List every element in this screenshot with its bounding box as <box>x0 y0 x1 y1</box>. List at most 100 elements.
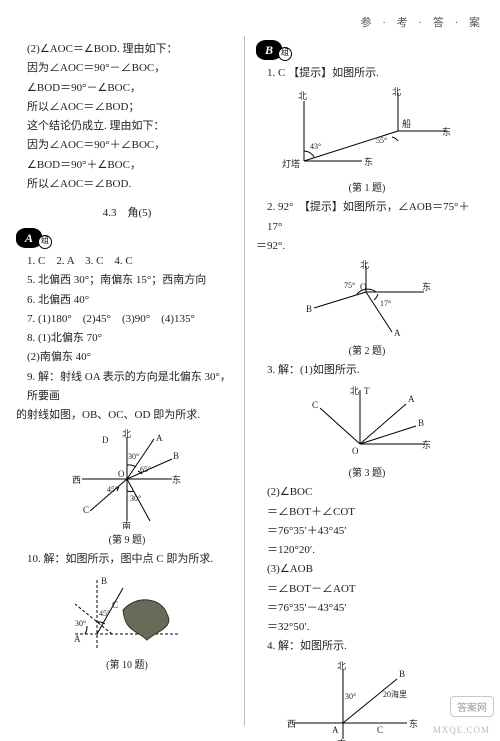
angle-45: 45° <box>107 485 118 494</box>
text-line: (3)∠AOB <box>256 560 478 579</box>
figure-10: A B C 45° 30° <box>67 574 187 654</box>
text-line: 的射线如图，OB、OC、OD 即为所求. <box>16 406 238 425</box>
label-w: 西 <box>287 719 296 729</box>
label-b: B <box>418 418 424 428</box>
label-b: B <box>306 304 312 314</box>
text-line: (2)∠BOC <box>256 483 478 502</box>
angle-30: 30° <box>75 619 86 628</box>
text-line: 1. C 2. A 3. C 4. C <box>16 252 238 271</box>
label-t: T <box>364 386 370 396</box>
label-n: 北 <box>360 260 369 270</box>
label-c: C <box>83 505 89 515</box>
text-line: ＝∠BOT＋∠COT <box>256 503 478 522</box>
text-line: 2. 92° 【提示】如图所示，∠AOB＝75°＋17° <box>256 198 478 237</box>
label-se: 东 <box>442 126 451 137</box>
text-line: (2)南偏东 40° <box>16 348 238 367</box>
label-lighthouse: 灯塔 <box>282 158 300 169</box>
label-o: O <box>352 446 359 456</box>
label-s: 南 <box>337 738 346 741</box>
figure-1: 北 东 北 东 灯塔 船 55° 43° <box>282 87 452 177</box>
text-line: 这个结论仍成立. 理由如下： <box>16 117 238 136</box>
text-line: ∠BOD＝90°－∠BOC， <box>16 79 238 98</box>
label-a: A <box>156 433 163 443</box>
label-b: B <box>101 576 107 586</box>
label-d: D <box>102 435 109 445</box>
text-line: 所以∠AOC＝∠BOD； <box>16 98 238 117</box>
angle-30: 30° <box>345 692 356 701</box>
label-e: 东 <box>409 718 418 729</box>
figure-9: 北 南 东 西 A B C D O 30° 65° 45° 30° <box>72 429 182 529</box>
text-line: 因为∠AOC＝90°－∠BOC， <box>16 59 238 78</box>
label-ship: 船 <box>402 118 411 129</box>
watermark: MXQE.COM <box>433 725 490 735</box>
label-sn: 北 <box>392 87 401 97</box>
angle-75: 75° <box>344 281 355 290</box>
text-line: 因为∠AOC＝90°＋∠BOC， <box>16 136 238 155</box>
text-line: 9. 解：射线 OA 表示的方向是北偏东 30°，所要画 <box>16 368 238 407</box>
right-column: B 1. C 【提示】如图所示. 北 东 北 东 灯塔 船 55° 43° (第… <box>256 40 478 741</box>
label-c: C <box>377 725 383 735</box>
angle-65: 65° <box>140 465 151 474</box>
angle-17: 17° <box>380 299 391 308</box>
label-e: 东 <box>422 439 431 450</box>
angle-43: 43° <box>310 142 321 151</box>
page-header: 参 · 考 · 答 · 案 <box>16 14 484 30</box>
label-n: 北 <box>122 429 131 439</box>
label-c: C <box>312 400 318 410</box>
label-o: O <box>360 282 367 292</box>
text-line: 7. (1)180° (2)45° (3)90° (4)135° <box>16 310 238 329</box>
section-title: 4.3 角(5) <box>16 204 238 220</box>
answer-stamp: 答案网 <box>450 696 494 717</box>
text-line: ＝92°. <box>256 237 478 256</box>
text-line: 5. 北偏西 30°；南偏东 15°；西南方向 <box>16 271 238 290</box>
figure-9-caption: (第 9 题) <box>16 531 238 546</box>
figure-1-caption: (第 1 题) <box>256 179 478 194</box>
figure-2-caption: (第 2 题) <box>256 342 478 357</box>
label-w: 西 <box>72 475 81 485</box>
label-n: 北 <box>350 386 359 396</box>
angle-30b: 30° <box>130 494 141 503</box>
label-e: 东 <box>172 474 181 485</box>
label-a: A <box>394 328 401 338</box>
figure-2: 北 东 O A B 75° 17° <box>302 260 432 340</box>
text-line: ＝76°35′－43°45′ <box>256 599 478 618</box>
text-line: 6. 北偏西 40° <box>16 291 238 310</box>
label-s: 南 <box>122 520 131 529</box>
label-e: 东 <box>422 281 431 292</box>
badge-a: A <box>16 228 42 248</box>
badge-b: B <box>256 40 282 60</box>
text-line: 4. 解：如图所示. <box>256 637 478 656</box>
figure-3: 北 T 东 O A B C <box>302 384 432 462</box>
text-line: ＝32°50′. <box>256 618 478 637</box>
text-line: 8. (1)北偏东 70° <box>16 329 238 348</box>
label-n: 北 <box>298 91 307 101</box>
label-n: 北 <box>337 661 346 671</box>
label-b: B <box>399 669 405 679</box>
text-line: (2)∠AOC＝∠BOD. 理由如下： <box>16 40 238 59</box>
text-line: 3. 解：(1)如图所示. <box>256 361 478 380</box>
label-e: 东 <box>364 156 373 167</box>
text-line: 所以∠AOC＝∠BOD. <box>16 175 238 194</box>
angle-55: 55° <box>376 136 387 145</box>
label-a: A <box>74 634 81 644</box>
label-a: A <box>332 725 339 735</box>
dist-label: 20海里 <box>383 689 407 699</box>
label-o: O <box>118 469 125 479</box>
left-column: (2)∠AOC＝∠BOD. 理由如下： 因为∠AOC＝90°－∠BOC， ∠BO… <box>16 40 238 675</box>
figure-3-caption: (第 3 题) <box>256 464 478 479</box>
text-line: ＝76°35′＋43°45′ <box>256 522 478 541</box>
column-separator <box>244 36 245 726</box>
label-c: C <box>112 600 118 610</box>
page: 参 · 考 · 答 · 案 (2)∠AOC＝∠BOD. 理由如下： 因为∠AOC… <box>0 0 500 741</box>
angle-30: 30° <box>128 452 139 461</box>
text-line: ＝∠BOT－∠AOT <box>256 580 478 599</box>
text-line: ∠BOD＝90°＋∠BOC， <box>16 156 238 175</box>
label-b: B <box>173 451 179 461</box>
text-line: ＝120°20′. <box>256 541 478 560</box>
text-line: 1. C 【提示】如图所示. <box>256 64 478 83</box>
text-line: 10. 解：如图所示，图中点 C 即为所求. <box>16 550 238 569</box>
angle-45: 45° <box>99 609 110 618</box>
figure-10-caption: (第 10 题) <box>16 656 238 671</box>
label-a: A <box>408 394 415 404</box>
figure-4: 北 南 西 东 A B C 30° 20海里 <box>287 661 447 741</box>
